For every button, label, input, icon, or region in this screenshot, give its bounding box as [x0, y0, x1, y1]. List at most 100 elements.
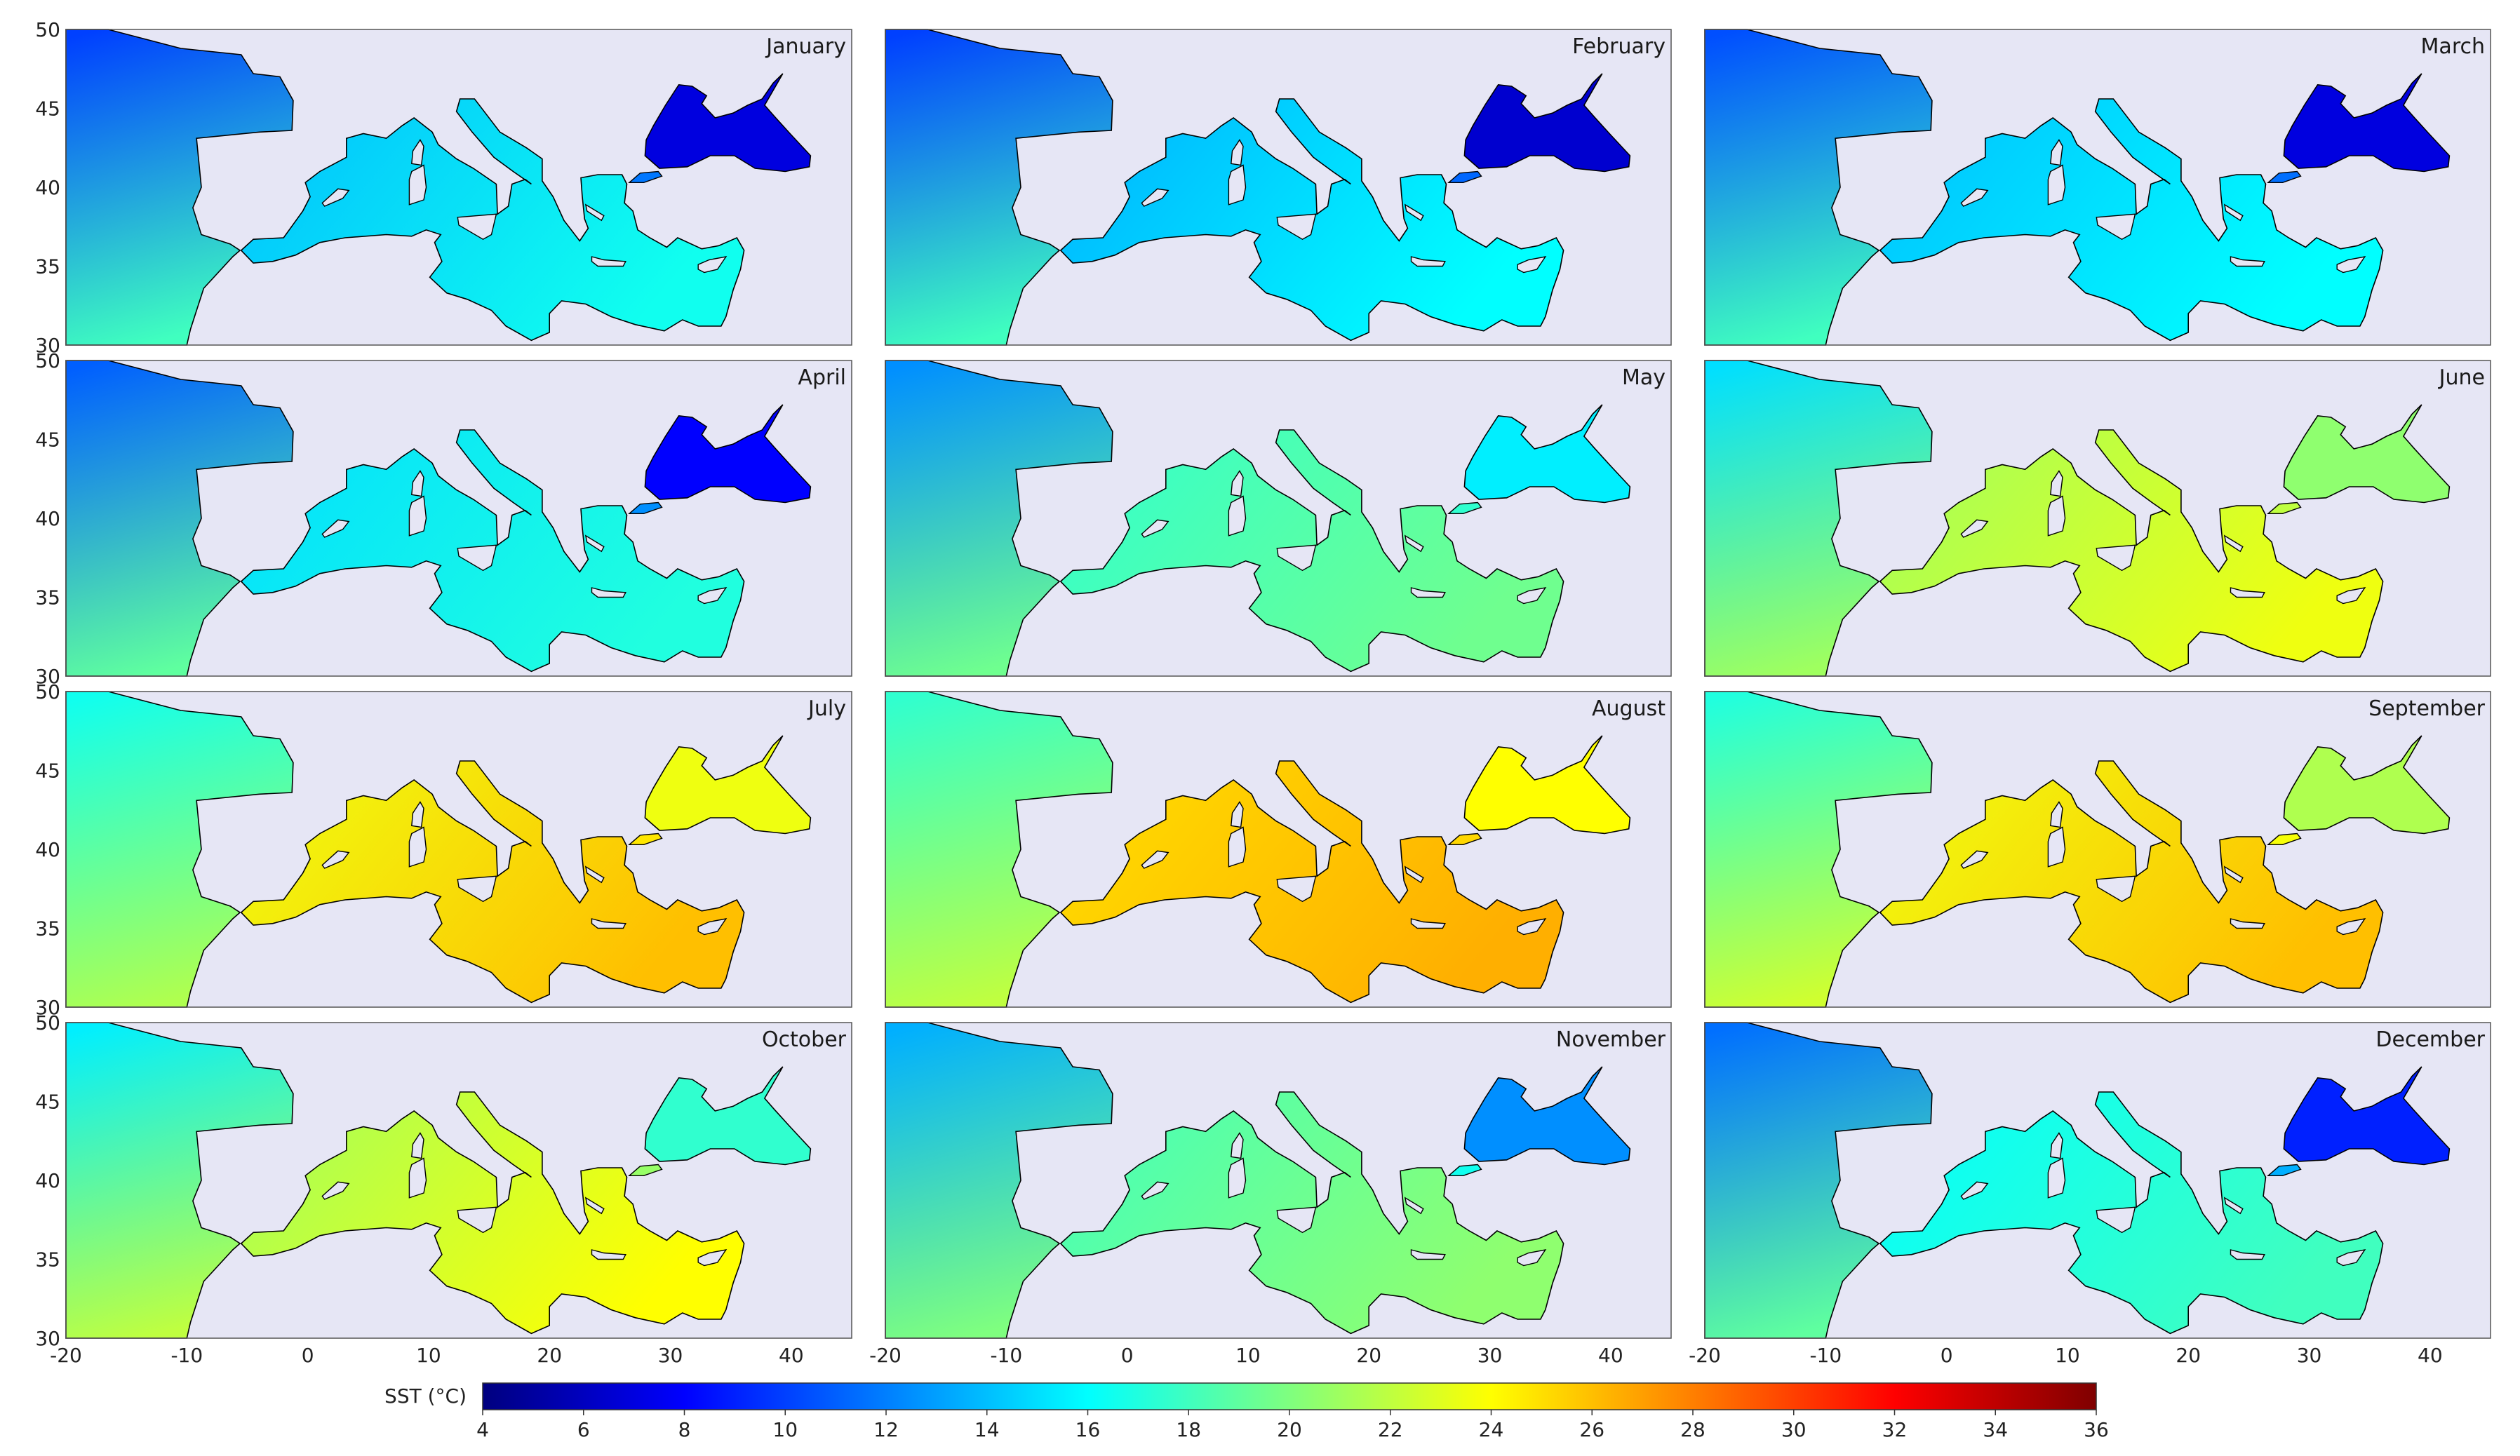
- lon-tick-label: 10: [2055, 1344, 2080, 1367]
- colorbar-title: SST (°C): [384, 1384, 467, 1408]
- colorbar-tick-label: 22: [1378, 1418, 1403, 1441]
- island: [591, 587, 626, 598]
- black-sea-sst: [1463, 1066, 1631, 1166]
- black-sea-sst: [2283, 1066, 2451, 1166]
- black-sea-sst: [2283, 735, 2451, 835]
- island: [1960, 188, 1989, 207]
- island: [1228, 164, 1247, 205]
- atlantic-sst: [1704, 691, 1933, 1008]
- month-title: December: [2375, 1027, 2485, 1052]
- island: [408, 1157, 427, 1199]
- marmara-sea-sst: [1447, 501, 1482, 514]
- lat-tick-label: 35: [35, 255, 60, 278]
- month-title: August: [1592, 696, 1666, 721]
- atlantic-sst: [885, 691, 1113, 1008]
- island: [1276, 875, 1317, 903]
- colorbar-tick-label: 10: [772, 1418, 798, 1441]
- black-sea-sst: [1463, 735, 1631, 835]
- colorbar-tick-label: 32: [1882, 1418, 1908, 1441]
- colorbar-tick-label: 4: [476, 1418, 489, 1441]
- island: [2230, 587, 2265, 598]
- island: [2096, 1206, 2136, 1234]
- lon-tick-label: -20: [869, 1344, 902, 1367]
- black-sea-sst: [1463, 404, 1631, 504]
- atlantic-sst: [885, 360, 1113, 677]
- island: [2230, 918, 2265, 929]
- month-title: September: [2368, 696, 2485, 721]
- month-title: April: [798, 365, 846, 390]
- lon-tick-label: 30: [658, 1344, 683, 1367]
- month-title: October: [762, 1027, 847, 1052]
- lat-tick-label: 45: [35, 760, 60, 783]
- island: [2223, 865, 2244, 884]
- island: [408, 164, 427, 205]
- lon-tick-label: 40: [2418, 1344, 2443, 1367]
- marmara-sea-sst: [2267, 501, 2302, 514]
- lon-tick-label: -20: [50, 1344, 82, 1367]
- lat-tick-label: 50: [35, 349, 60, 372]
- colorbar-tick-label: 8: [678, 1418, 691, 1441]
- island: [1517, 918, 1547, 936]
- island: [2223, 203, 2244, 222]
- panel-frame: [1704, 29, 2491, 346]
- marmara-sea-sst: [628, 170, 663, 183]
- island: [591, 256, 626, 267]
- lon-tick-label: 40: [1598, 1344, 1623, 1367]
- island: [1231, 801, 1244, 828]
- island: [1231, 139, 1244, 166]
- island: [457, 1206, 497, 1234]
- panel-frame: [1704, 1022, 2491, 1339]
- lon-tick-label: -10: [170, 1344, 203, 1367]
- map-panel: August: [885, 691, 1672, 1008]
- colorbar-tick-label: 18: [1176, 1418, 1201, 1441]
- island: [591, 918, 626, 929]
- colorbar-tick-label: 36: [2084, 1418, 2109, 1441]
- island: [584, 1197, 605, 1215]
- lon-tick-label: 10: [416, 1344, 441, 1367]
- black-sea-sst: [1463, 73, 1631, 173]
- island: [1960, 519, 1989, 538]
- island: [2050, 139, 2063, 166]
- atlantic-sst: [1704, 29, 1933, 346]
- lat-tick-label: 40: [35, 176, 60, 199]
- black-sea-sst: [644, 735, 812, 835]
- lon-tick-label: 0: [302, 1344, 314, 1367]
- month-title: May: [1622, 365, 1666, 390]
- marmara-sea-sst: [628, 1164, 663, 1176]
- lat-tick-label: 50: [35, 18, 60, 41]
- map-panel: January 30 35 40 45 50: [35, 18, 852, 357]
- month-title: February: [1572, 34, 1666, 59]
- island: [411, 470, 424, 497]
- island: [1141, 850, 1169, 869]
- atlantic-sst: [885, 1022, 1113, 1339]
- island: [1141, 1181, 1169, 1200]
- map-panel: July 30 35 40 45 50: [35, 680, 852, 1019]
- island: [321, 850, 350, 869]
- island: [1228, 1157, 1247, 1199]
- month-title: July: [807, 696, 846, 721]
- island: [1276, 1206, 1317, 1234]
- island: [1141, 519, 1169, 538]
- atlantic-sst: [1704, 360, 1933, 677]
- island: [411, 139, 424, 166]
- month-title: March: [2421, 34, 2485, 59]
- colorbar-tick-label: 20: [1277, 1418, 1302, 1441]
- atlantic-sst: [65, 1022, 294, 1339]
- island: [2047, 1157, 2066, 1199]
- island: [411, 801, 424, 828]
- panel-frame: [1704, 691, 2491, 1008]
- lat-tick-label: 45: [35, 1091, 60, 1114]
- lon-tick-label: 20: [1356, 1344, 1381, 1367]
- island: [1228, 495, 1247, 537]
- island: [591, 1249, 626, 1260]
- lon-tick-label: 30: [1477, 1344, 1503, 1367]
- lat-tick-label: 35: [35, 1248, 60, 1272]
- island: [584, 534, 605, 553]
- island: [1404, 865, 1424, 884]
- island: [408, 495, 427, 537]
- marmara-sea-sst: [628, 833, 663, 845]
- atlantic-sst: [885, 29, 1113, 346]
- island: [2096, 875, 2136, 903]
- black-sea-sst: [2283, 404, 2451, 504]
- panel-frame: [885, 360, 1672, 677]
